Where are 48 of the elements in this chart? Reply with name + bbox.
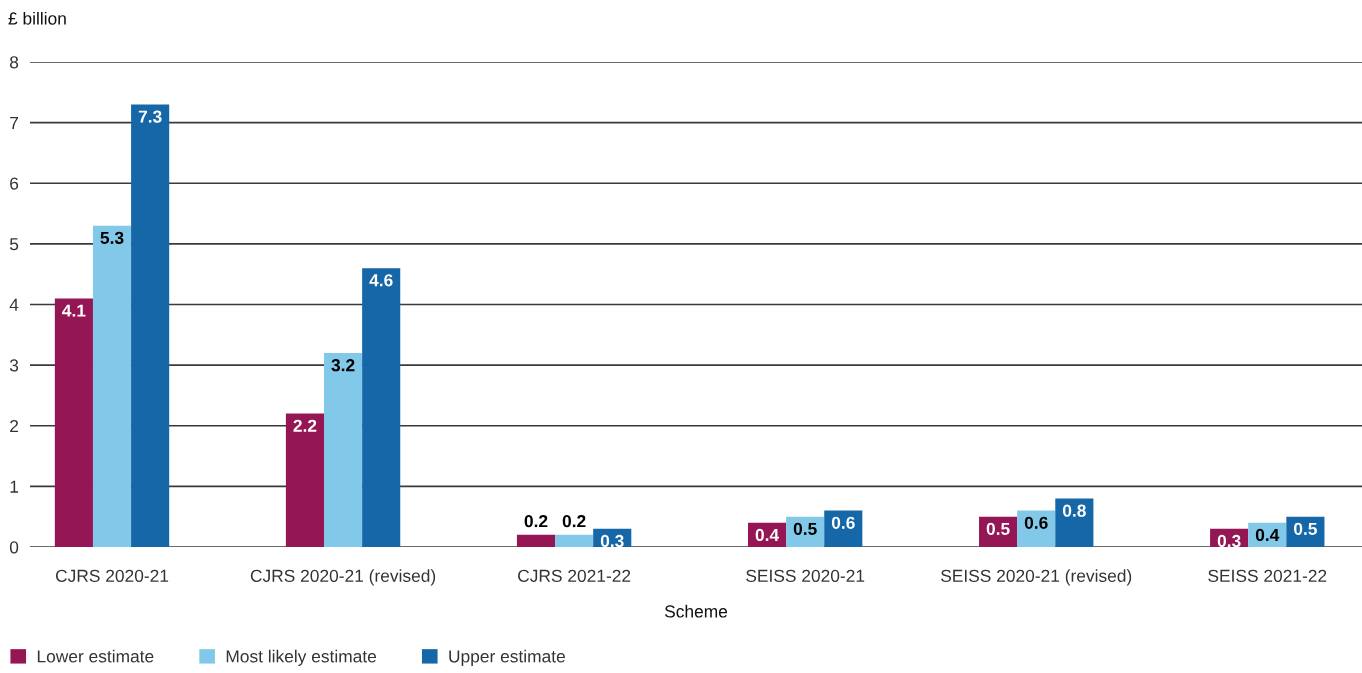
data-label: 5.3 [100,231,124,245]
data-label: 3.2 [331,359,355,372]
data-label: 0.3 [1217,534,1241,548]
y-tick-label: 8 [9,56,19,69]
data-label: 0.6 [831,516,855,529]
bar [362,268,401,547]
y-tick-label: 5 [9,238,19,251]
bar [1017,510,1056,547]
data-label: 0.8 [1062,504,1086,517]
x-tick-label: SEISS 2020-21 (revised) [941,569,1132,586]
bar [54,298,93,547]
data-label: 2.2 [293,419,317,432]
data-label: 0.2 [562,514,586,528]
data-label: 0.3 [600,534,624,548]
data-label: 0.5 [793,522,817,535]
bar [324,353,363,547]
legend-label: Lower estimate [37,649,154,663]
data-label: 0.5 [1294,522,1317,535]
y-tick-label: 7 [10,116,19,129]
data-label: 7.3 [138,110,162,123]
bar [1055,498,1094,547]
x-tick-label: CJRS 2020-21 (revised) [250,569,436,586]
data-label: 0.2 [524,514,548,528]
y-tick-label: 6 [10,177,19,190]
bar [131,104,170,547]
x-tick-label: SEISS 2021-22 [1208,569,1327,582]
x-axis-title: Scheme [664,604,728,618]
y-axis-title: £ billion [8,11,66,25]
x-tick-label: CJRS 2020-21 [55,569,169,582]
bar [285,413,325,547]
data-label: 4.6 [369,274,393,287]
bar [92,225,132,547]
legend-label: Most likely estimate [226,649,377,666]
x-tick-label: CJRS 2021-22 [518,569,631,582]
x-tick-label: SEISS 2020-21 [746,569,865,582]
data-label: 0.5 [986,522,1010,535]
legend-label: Upper estimate [449,649,565,666]
data-label: 0.4 [1255,528,1280,542]
y-tick-label: 0 [9,541,19,554]
y-tick-label: 2 [10,419,19,433]
y-tick-label: 1 [10,480,19,493]
y-tick-label: 3 [9,359,19,372]
data-label: 0.4 [755,528,780,542]
data-label: 4.1 [62,304,86,317]
data-label: 0.6 [1024,516,1048,529]
bar [516,534,556,547]
bar [555,534,594,547]
y-tick-label: 4 [9,298,19,311]
